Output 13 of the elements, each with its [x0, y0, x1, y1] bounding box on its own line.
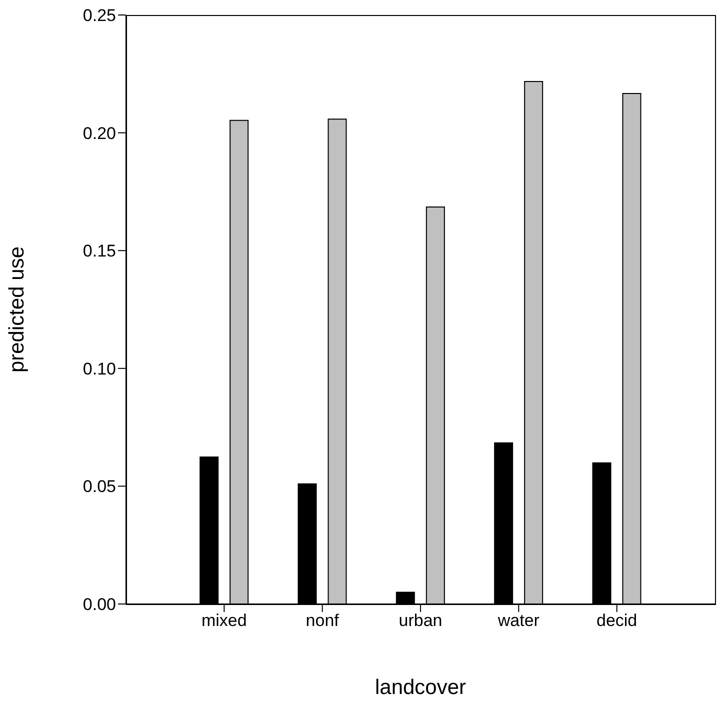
x-tick-label: water: [496, 611, 540, 630]
y-tick-label: 0.20: [82, 124, 116, 143]
x-tick-label: decid: [596, 611, 638, 630]
y-tick-label: 0.15: [82, 242, 116, 261]
x-axis-title: landcover: [374, 676, 466, 699]
y-axis-title: predicted use: [5, 246, 28, 373]
y-tick-label: 0.25: [82, 6, 116, 26]
y-tick-label: 0.00: [82, 595, 116, 614]
y-tick-label: 0.05: [82, 477, 116, 496]
y-tick-label: 0.10: [82, 359, 116, 378]
x-tick-label: nonf: [306, 611, 340, 630]
x-tick-label: mixed: [201, 611, 247, 630]
x-tick-label: urban: [398, 611, 442, 630]
